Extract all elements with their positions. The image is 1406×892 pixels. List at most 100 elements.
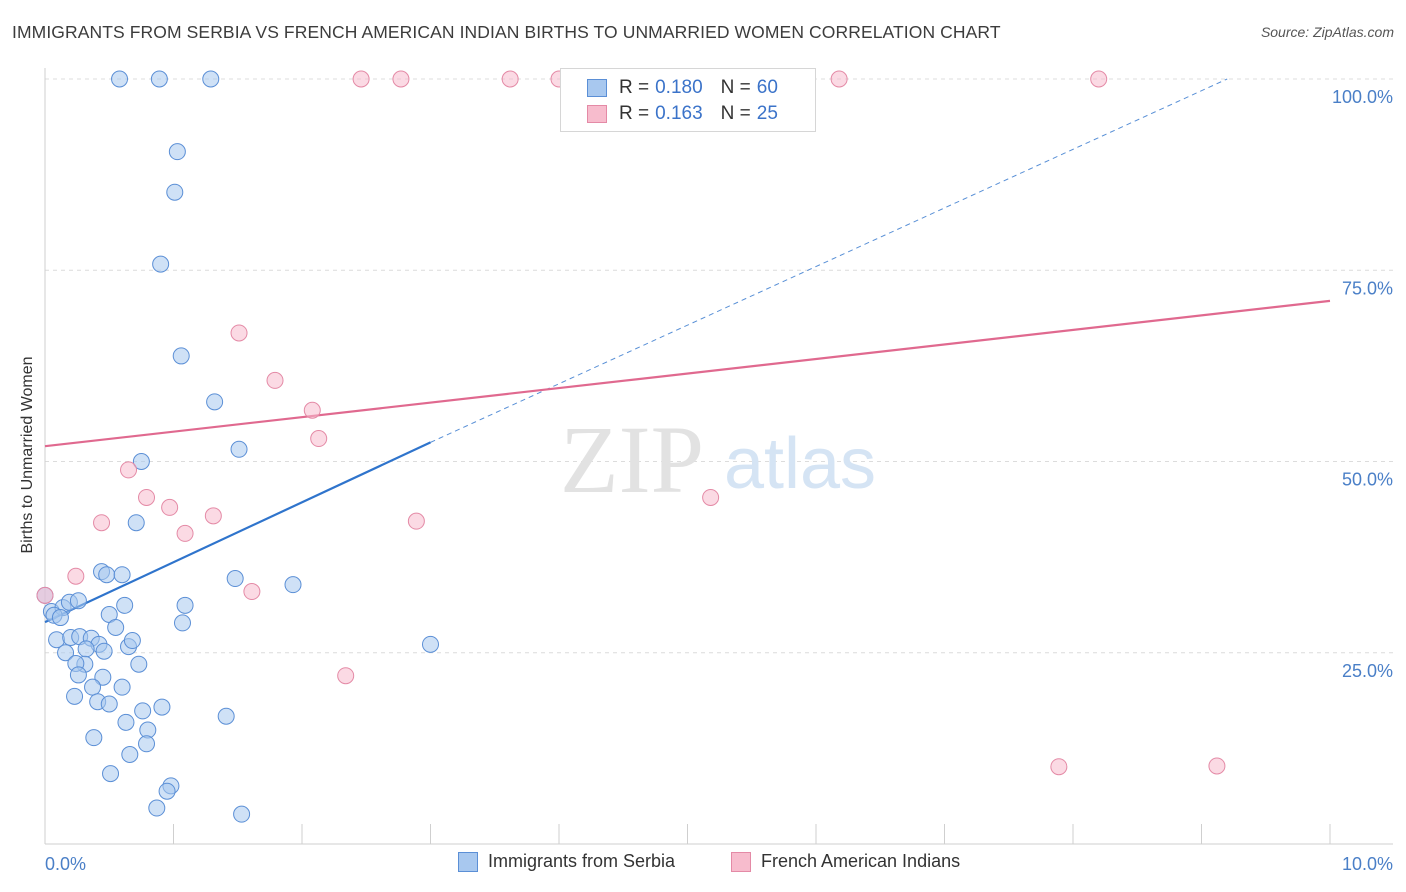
legend-item-serbia: Immigrants from Serbia xyxy=(458,851,675,872)
data-point xyxy=(310,430,328,448)
y-tick-label: 25.0% xyxy=(1342,661,1393,681)
legend-n-label: N = xyxy=(720,103,751,124)
y-tick-label: 100.0% xyxy=(1332,87,1393,107)
legend-r-value: 0.163 xyxy=(655,103,703,124)
y-tick-label: 75.0% xyxy=(1342,278,1393,298)
data-point xyxy=(57,644,75,662)
grid-lines xyxy=(45,78,1393,654)
data-point xyxy=(150,70,168,88)
data-point xyxy=(77,640,95,658)
legend-n-value: 25 xyxy=(756,103,778,124)
data-point xyxy=(230,440,248,458)
data-point xyxy=(166,183,184,201)
data-point xyxy=(243,583,261,601)
legend-r-value: 0.180 xyxy=(655,77,703,98)
data-point xyxy=(130,655,148,673)
legend-n-label: N = xyxy=(720,77,751,98)
series-serbia xyxy=(36,70,439,823)
y-tick-label: 50.0% xyxy=(1342,470,1393,490)
data-point xyxy=(202,70,220,88)
data-point xyxy=(66,687,84,705)
data-point xyxy=(102,765,120,783)
data-points xyxy=(36,70,1226,823)
data-point xyxy=(407,512,425,530)
data-point xyxy=(111,70,129,88)
data-point xyxy=(830,70,848,88)
data-point xyxy=(172,347,190,365)
legend-label-serbia: Immigrants from Serbia xyxy=(488,851,676,871)
data-point xyxy=(93,514,111,532)
trend-lines xyxy=(44,78,1331,624)
legend-swatch-serbia xyxy=(587,79,607,97)
trend-line-extension xyxy=(430,78,1228,443)
data-point xyxy=(284,576,302,594)
data-point xyxy=(152,255,170,273)
data-point xyxy=(67,567,85,585)
data-point xyxy=(116,596,134,614)
legend-swatch-french-american-indians xyxy=(587,105,607,123)
data-point xyxy=(1208,757,1226,775)
trend-line xyxy=(44,441,431,624)
data-point xyxy=(422,635,439,653)
series-french-american-indians xyxy=(36,70,1226,776)
data-point xyxy=(217,707,235,725)
legend-row-french-american-indians: R = 0.163 N = 25 xyxy=(587,102,778,126)
data-point xyxy=(123,632,141,650)
data-point xyxy=(206,393,224,411)
data-point xyxy=(337,667,355,685)
data-point xyxy=(127,514,145,532)
x-tick-label: 0.0% xyxy=(45,854,86,874)
data-point xyxy=(95,642,113,660)
watermark-atlas: atlas xyxy=(724,424,876,504)
watermark-zip: ZIP xyxy=(560,406,704,513)
legend-r-label: R = xyxy=(619,77,650,98)
data-point xyxy=(230,324,248,342)
data-point xyxy=(85,729,103,747)
legend-label-french-american-indians: French American Indians xyxy=(761,851,961,871)
data-point xyxy=(132,453,150,470)
data-point xyxy=(84,678,102,696)
axes xyxy=(44,68,1393,845)
data-point xyxy=(148,799,166,817)
tick-labels: 25.0% 50.0% 75.0% 100.0% 0.0% 10.0% xyxy=(45,87,1393,874)
watermark: ZIP atlas xyxy=(560,406,876,513)
data-point xyxy=(303,401,321,419)
legend-swatch-serbia xyxy=(458,851,478,872)
data-point xyxy=(120,461,138,479)
data-point xyxy=(392,70,410,88)
legend-bottom: Immigrants from Serbia French American I… xyxy=(0,851,1406,877)
data-point xyxy=(121,745,139,763)
data-point xyxy=(233,805,251,823)
legend-item-french-american-indians: French American Indians xyxy=(731,851,960,872)
legend-swatch-french-american-indians xyxy=(731,851,751,872)
data-point xyxy=(69,592,87,610)
data-point xyxy=(168,143,186,161)
data-point xyxy=(176,524,194,542)
data-point xyxy=(117,713,135,731)
data-point xyxy=(226,570,244,588)
data-point xyxy=(1050,758,1068,776)
data-point xyxy=(138,488,156,506)
data-point xyxy=(69,666,87,684)
data-point xyxy=(161,498,179,516)
data-point xyxy=(176,596,194,614)
data-point xyxy=(352,70,370,88)
legend-r-label: R = xyxy=(619,103,650,124)
x-tick-label: 10.0% xyxy=(1342,854,1393,874)
data-point xyxy=(173,614,191,632)
data-point xyxy=(702,488,720,506)
data-point xyxy=(113,678,131,696)
source-label: Source: ZipAtlas.com xyxy=(1260,24,1394,40)
data-point xyxy=(266,371,284,389)
data-point xyxy=(134,702,152,720)
data-point xyxy=(107,619,125,637)
data-point xyxy=(113,566,131,584)
data-point xyxy=(138,735,156,753)
legend-row-serbia: R = 0.180 N = 60 xyxy=(587,76,778,100)
data-point xyxy=(36,586,54,604)
data-point xyxy=(158,782,176,800)
data-point xyxy=(98,566,116,584)
data-point xyxy=(51,609,69,627)
data-point xyxy=(153,698,171,716)
